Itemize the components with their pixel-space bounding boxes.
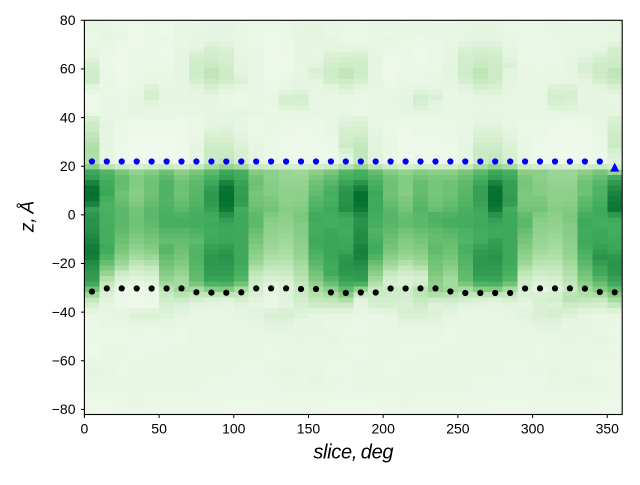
svg-text:0: 0 (81, 421, 89, 437)
svg-text:20: 20 (60, 158, 76, 174)
svg-text:−60: −60 (52, 352, 76, 368)
svg-text:slice, deg: slice, deg (313, 442, 393, 464)
svg-text:200: 200 (372, 421, 396, 437)
svg-text:−40: −40 (52, 304, 76, 320)
svg-text:z, Å: z, Å (18, 201, 39, 233)
svg-text:−20: −20 (52, 255, 76, 271)
svg-text:350: 350 (596, 421, 620, 437)
svg-text:100: 100 (222, 421, 246, 437)
svg-text:50: 50 (151, 421, 167, 437)
svg-text:40: 40 (60, 109, 76, 125)
svg-text:150: 150 (297, 421, 321, 437)
svg-text:80: 80 (60, 12, 76, 28)
svg-text:60: 60 (60, 61, 76, 77)
svg-text:250: 250 (446, 421, 470, 437)
svg-text:0: 0 (68, 207, 76, 223)
svg-text:300: 300 (521, 421, 545, 437)
svg-text:−80: −80 (52, 401, 76, 417)
